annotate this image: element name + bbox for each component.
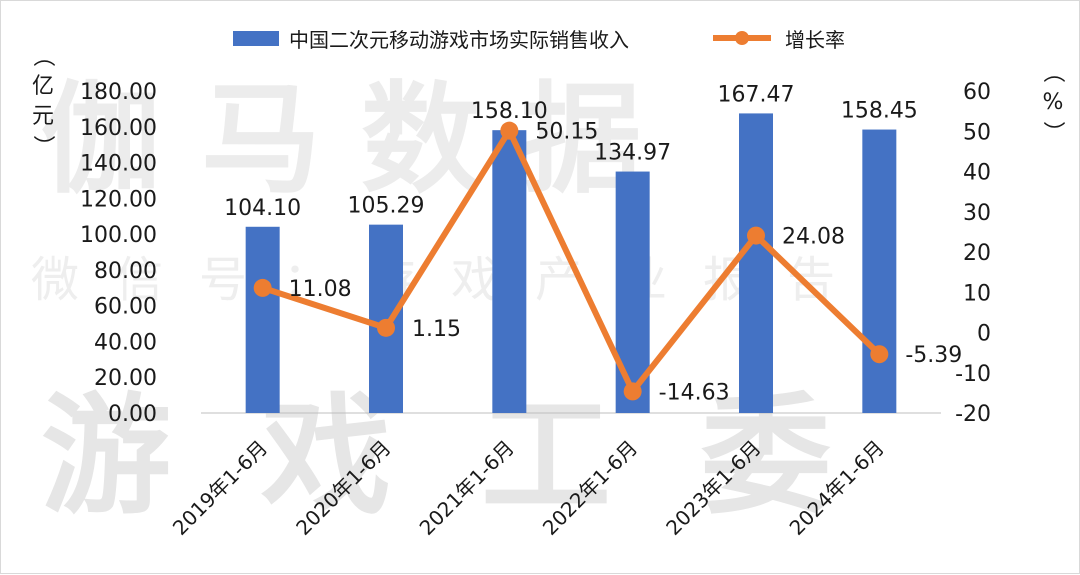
bar bbox=[862, 129, 897, 414]
growth-value-label: 1.15 bbox=[412, 317, 461, 342]
left-axis-ticks: 0.00 20.00 40.00 60.00 80.00 100.00 120.00 140.… bbox=[80, 80, 157, 427]
growth-line bbox=[261, 127, 882, 395]
right-tick-label: 20 bbox=[963, 241, 991, 266]
watermark: 伽马数据 微信号：游戏产业报告 游戏工委 bbox=[31, 71, 921, 532]
unit-char: 亿 bbox=[32, 74, 54, 99]
growth-point bbox=[623, 382, 642, 401]
left-axis-unit: （ 亿元 ） bbox=[30, 45, 55, 157]
growth-value-label: 50.15 bbox=[535, 120, 598, 145]
growth-value-label: 24.08 bbox=[782, 225, 845, 250]
bar-value-label: 105.29 bbox=[348, 194, 425, 219]
left-tick-label: 180.00 bbox=[80, 80, 157, 105]
legend-bar-label: 中国二次元移动游戏市场实际销售收入 bbox=[289, 28, 629, 52]
right-tick-label: -10 bbox=[955, 362, 991, 387]
left-tick-label: 100.00 bbox=[80, 223, 157, 248]
left-tick-label: 120.00 bbox=[80, 187, 157, 212]
unit-char: ） bbox=[1040, 121, 1065, 143]
unit-char: ） bbox=[30, 135, 55, 157]
watermark-line3: 游戏工委 bbox=[41, 380, 921, 532]
right-tick-label: 40 bbox=[963, 161, 991, 186]
legend-bar-swatch bbox=[233, 31, 279, 46]
right-tick-label: -20 bbox=[955, 402, 991, 427]
right-axis-unit: （% ） bbox=[1040, 61, 1065, 143]
growth-value-label: 11.08 bbox=[289, 277, 352, 302]
bar-value-label: 167.47 bbox=[718, 82, 795, 107]
bar bbox=[739, 113, 773, 413]
watermark-line2: 微信号：游戏产业报告 bbox=[31, 252, 871, 308]
unit-char: % bbox=[1043, 90, 1064, 115]
watermark-line1: 伽马数据 bbox=[41, 71, 681, 210]
legend-line-marker bbox=[735, 31, 749, 45]
bar-value-label: 158.45 bbox=[841, 99, 918, 124]
legend-line-label: 增长率 bbox=[785, 28, 845, 52]
left-tick-label: 80.00 bbox=[94, 259, 157, 284]
growth-value-label: -5.39 bbox=[905, 343, 962, 368]
left-tick-label: 20.00 bbox=[94, 366, 157, 391]
unit-char: （ bbox=[1040, 61, 1065, 83]
bar-data-labels: 104.10 105.29 158.10 134.97 167.47 158.45 bbox=[224, 82, 918, 220]
right-tick-label: 10 bbox=[963, 281, 991, 306]
left-tick-label: 60.00 bbox=[94, 295, 157, 320]
bar bbox=[369, 224, 403, 413]
right-axis-ticks: -20 -10 0 10 20 30 40 50 60 bbox=[955, 80, 991, 427]
line-data-labels: 11.08 1.15 50.15 -14.63 24.08 -5.39 bbox=[289, 120, 963, 406]
left-tick-label: 160.00 bbox=[80, 116, 157, 141]
bar-value-label: 134.97 bbox=[594, 141, 671, 166]
growth-point bbox=[377, 318, 395, 337]
bar-value-label: 158.10 bbox=[471, 99, 548, 124]
bar-value-label: 104.10 bbox=[224, 196, 301, 221]
left-tick-label: 140.00 bbox=[80, 152, 157, 177]
growth-point bbox=[253, 278, 272, 297]
right-tick-label: 50 bbox=[963, 120, 991, 145]
legend: 中国二次元移动游戏市场实际销售收入 增长率 bbox=[233, 28, 845, 52]
left-tick-label: 40.00 bbox=[94, 330, 157, 355]
unit-char: 元 bbox=[32, 104, 54, 129]
growth-point bbox=[747, 226, 765, 245]
left-tick-label: 0.00 bbox=[108, 402, 157, 427]
bar bbox=[492, 130, 527, 413]
right-tick-label: 30 bbox=[963, 201, 991, 226]
line-series bbox=[253, 121, 889, 401]
growth-value-label: -14.63 bbox=[659, 380, 730, 405]
right-tick-label: 0 bbox=[977, 322, 991, 347]
unit-char: （ bbox=[30, 45, 55, 67]
growth-point bbox=[870, 345, 889, 364]
right-tick-label: 60 bbox=[963, 80, 991, 105]
growth-point bbox=[500, 121, 519, 140]
bar bbox=[245, 226, 280, 413]
